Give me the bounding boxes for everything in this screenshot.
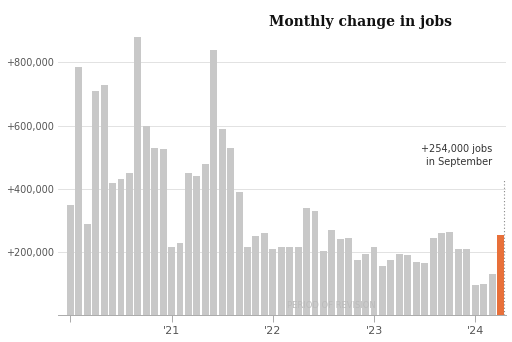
Bar [446,232,454,315]
Bar [92,91,99,315]
Bar [269,249,276,315]
Bar [354,260,360,315]
Text: +254,000 jobs
in September: +254,000 jobs in September [421,144,492,167]
Bar [421,263,428,315]
Bar [252,236,260,315]
Bar [185,173,192,315]
Bar [286,247,293,315]
Text: PERIOD OF REVISION: PERIOD OF REVISION [287,301,376,310]
Bar [303,208,310,315]
Bar [278,247,285,315]
Bar [143,126,150,315]
Bar [75,67,82,315]
Bar [101,84,108,315]
Bar [480,284,487,315]
Bar [168,247,175,315]
Bar [261,233,268,315]
Bar [463,249,470,315]
Bar [118,180,124,315]
Bar [413,262,420,315]
Bar [455,249,462,315]
Text: Monthly change in jobs: Monthly change in jobs [269,15,452,29]
Bar [362,254,369,315]
Bar [219,129,226,315]
Bar [345,238,352,315]
Bar [396,254,403,315]
Bar [430,238,437,315]
Bar [337,239,344,315]
Bar [151,148,158,315]
Bar [244,247,251,315]
Bar [371,247,377,315]
Bar [126,173,133,315]
Bar [404,255,411,315]
Bar [67,205,74,315]
Bar [311,211,318,315]
Bar [134,37,141,315]
Bar [320,251,327,315]
Bar [379,266,386,315]
Bar [227,148,234,315]
Bar [210,50,217,315]
Bar [109,183,116,315]
Bar [438,233,445,315]
Bar [488,274,496,315]
Bar [497,235,504,315]
Bar [294,247,302,315]
Bar [202,163,209,315]
Bar [236,192,243,315]
Bar [328,230,335,315]
Bar [177,242,183,315]
Bar [194,176,200,315]
Bar [472,285,479,315]
Bar [160,149,166,315]
Bar [84,224,91,315]
Bar [388,260,394,315]
